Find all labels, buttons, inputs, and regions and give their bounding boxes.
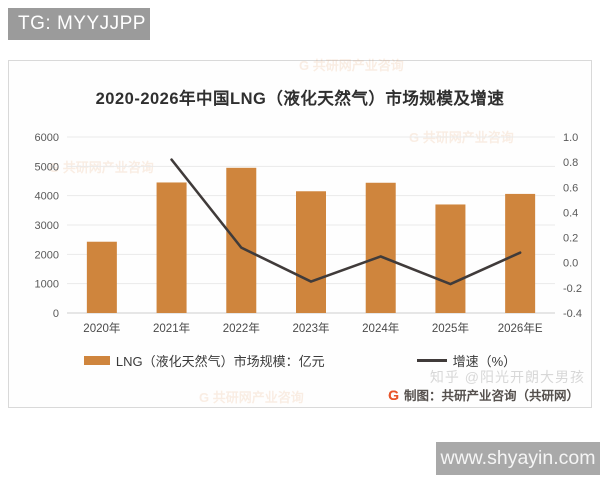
credit-text: 制图：共研产业咨询（共研网） bbox=[403, 389, 579, 403]
chart-footer-credit: G 制图：共研产业咨询（共研网） bbox=[388, 385, 579, 404]
legend-label-market-size: LNG（液化天然气）市场规模：亿元 bbox=[115, 354, 325, 369]
growth-line bbox=[170, 158, 522, 286]
x-tick-label: 2022年 bbox=[223, 321, 260, 335]
legend-item-growth: 增速（%） bbox=[416, 351, 517, 370]
chart-plot-area: 0 1000 2000 3000 4000 5000 6000 -0.4 -0.2 0.0 0.2 0… bbox=[35, 132, 582, 335]
legend-label-growth: 增速（%） bbox=[452, 354, 517, 369]
bar bbox=[365, 182, 396, 313]
y-left-tick-label: 6000 bbox=[35, 132, 59, 144]
site-watermark-badge: www.shyayin.com bbox=[436, 442, 600, 475]
y-right-tick-label: 0.4 bbox=[563, 207, 578, 219]
x-tick-label: 2026年E bbox=[498, 321, 543, 335]
y-left-tick-label: 2000 bbox=[35, 249, 59, 261]
site-watermark-text: www.shyayin.com bbox=[440, 447, 596, 469]
legend-item-market-size: LNG（液化天然气）市场规模：亿元 bbox=[83, 351, 325, 370]
y-right-tick-label: -0.2 bbox=[563, 283, 582, 295]
y-left-tick-label: 4000 bbox=[35, 191, 59, 203]
gongyan-logo-icon: G bbox=[388, 386, 399, 403]
line-series-swatch-icon bbox=[416, 359, 447, 362]
bar bbox=[156, 182, 187, 313]
y-right-tick-label: 0.2 bbox=[563, 233, 578, 245]
y-left-tick-label: 1000 bbox=[35, 279, 59, 291]
x-tick-label: 2020年 bbox=[83, 321, 120, 335]
tg-watermark-text: TG: MYYJJPP bbox=[18, 13, 146, 34]
bar bbox=[86, 241, 117, 313]
chart-legend: LNG（液化天然气）市场规模：亿元 增速（%） bbox=[9, 351, 591, 370]
x-tick-label: 2023年 bbox=[292, 321, 329, 335]
bar-series-swatch-icon bbox=[83, 356, 110, 365]
y-right-tick-label: -0.4 bbox=[563, 308, 582, 320]
tg-watermark-badge: TG: MYYJJPP bbox=[8, 8, 150, 40]
y-right-tick-label: 0.0 bbox=[563, 258, 578, 270]
y-left-tick-label: 5000 bbox=[35, 161, 59, 173]
bar bbox=[435, 204, 466, 313]
y-left-tick-label: 0 bbox=[53, 308, 59, 320]
y-right-tick-label: 1.0 bbox=[563, 132, 578, 144]
y-right-tick-label: 0.8 bbox=[563, 157, 578, 169]
zhihu-watermark: 知乎 @阳光开朗大男孩 bbox=[429, 369, 585, 385]
bar bbox=[226, 167, 257, 313]
x-tick-label: 2024年 bbox=[362, 321, 399, 335]
y-left-tick-label: 3000 bbox=[35, 220, 59, 232]
y-right-tick-label: 0.6 bbox=[563, 182, 578, 194]
chart-card: G 共研网产业咨询 G 共研网产业咨询 G 共研网产业咨询 G 共研网产业咨询 … bbox=[8, 58, 592, 408]
x-tick-label: 2025年 bbox=[432, 321, 469, 335]
x-tick-label: 2021年 bbox=[153, 321, 190, 335]
bar bbox=[296, 191, 326, 313]
chart-title: 2020-2026年中国LNG（液化天然气）市场规模及增速 bbox=[95, 90, 505, 108]
